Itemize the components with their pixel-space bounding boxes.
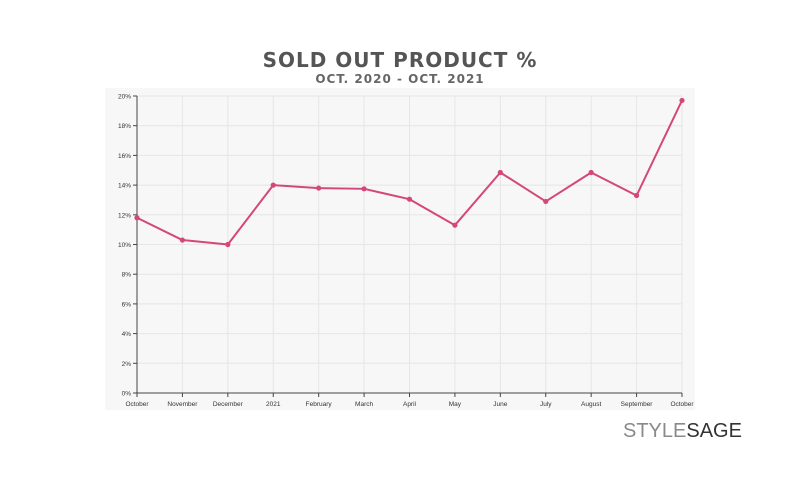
data-point [633,192,640,199]
data-point [406,196,413,202]
y-tick-label: 0% [122,391,132,398]
chart-title: SOLD OUT PRODUCT % [262,48,538,72]
x-tick-label: October [670,401,694,408]
data-point [134,215,140,221]
x-tick-label: March [355,401,373,408]
x-tick-label: September [621,401,654,408]
line-chart: 0% 2% 4% 6% 8% 10% 12% 14% 16% 18% 20% October Novem… [105,88,695,410]
x-tick-label: February [306,401,333,408]
data-point [179,237,186,243]
x-tick-label: June [493,401,507,408]
x-tick-label: October [125,401,149,408]
y-tick-label: 8% [122,272,132,279]
x-tick-label: November [167,401,198,408]
chart-subtitle: OCT. 2020 - OCT. 2021 [315,72,485,86]
y-tick-label: 12% [118,212,131,219]
data-point [361,186,367,192]
x-tick-label: December [213,401,244,408]
y-tick-label: 10% [118,242,131,249]
x-tick-label: August [581,401,601,408]
y-tick-label: 4% [122,331,132,338]
y-tick-label: 16% [118,153,131,160]
data-point [225,241,231,248]
data-point [270,182,276,188]
x-tick-label: May [449,401,462,408]
y-tick-label: 20% [118,94,131,101]
logo-text-sage: SAGE [686,420,742,442]
data-point [543,198,549,205]
data-point [452,222,458,228]
x-tick-label: 2021 [266,401,281,408]
data-point [588,169,594,176]
data-point [679,97,685,104]
x-tick-label: April [403,401,417,408]
y-tick-label: 6% [122,301,132,308]
data-point [497,169,503,176]
y-tick-label: 14% [118,183,131,190]
chart-area: 0% 2% 4% 6% 8% 10% 12% 14% 16% 18% 20% October Novem… [105,88,695,410]
data-point [316,185,322,191]
stylesage-logo: STYLESAGE [623,420,742,443]
chart-background [105,88,695,410]
y-tick-label: 18% [118,123,131,130]
y-tick-label: 2% [122,361,132,368]
logo-text-style: STYLE [623,420,687,442]
x-tick-label: July [540,401,552,408]
